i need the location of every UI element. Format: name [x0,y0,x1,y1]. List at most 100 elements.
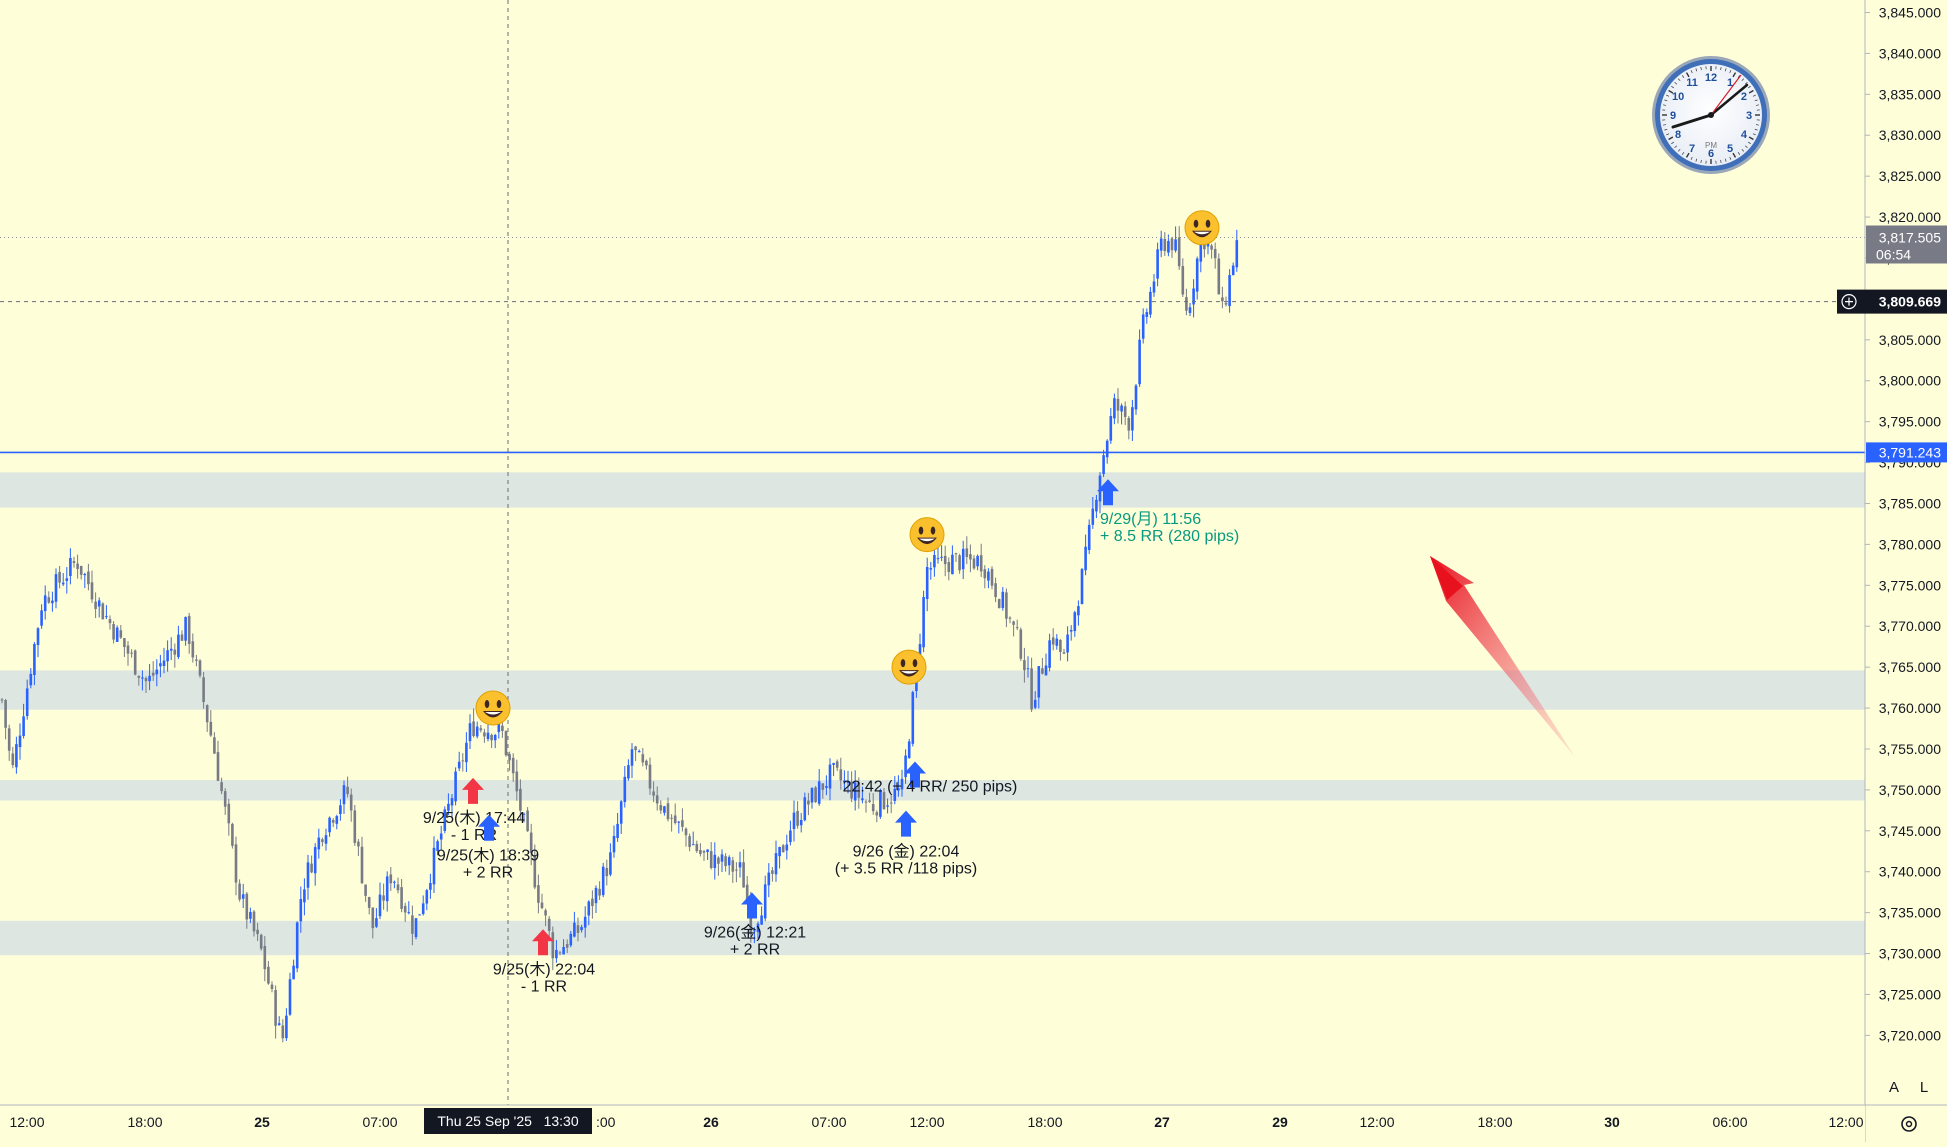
y-tick-label: 3,745.000 [1879,823,1941,839]
candle-body [379,895,382,917]
candle-body [465,743,468,762]
candle-body [213,737,216,753]
candle-body [141,677,144,678]
candle-body [1052,637,1055,644]
candle-body [274,990,277,1026]
log-scale-button[interactable]: L [1920,1079,1928,1096]
candle-body [195,659,198,660]
x-tick-label: 07:00 [811,1114,846,1130]
grinning-face-icon[interactable] [892,650,926,684]
auto-scale-button[interactable]: A [1889,1079,1899,1096]
y-tick-label: 3,725.000 [1879,986,1941,1002]
candle-body [1124,406,1127,417]
candle-body [1059,640,1062,652]
candle-body [656,795,659,803]
last-price-text: 3,817.505 [1879,229,1941,245]
candle-body [1066,635,1069,653]
candle-body [22,716,25,736]
candle-body [940,557,943,558]
candle-body [368,897,371,908]
candle-body [1092,509,1095,525]
clock-numeral: 7 [1689,143,1695,155]
candle-body [483,732,486,736]
candle-body [15,744,18,767]
candle-body [289,979,292,1014]
candle-body [429,883,432,890]
grinning-face-icon[interactable] [1185,211,1219,245]
candle-body [364,885,367,896]
candle-body [102,603,105,619]
candle-body [555,950,558,958]
candle-body [876,812,879,815]
candle-body [1214,249,1217,258]
candle-body [735,870,738,871]
candle-body [832,763,835,765]
candle-body [127,645,130,653]
candle-body [688,836,691,847]
candle-body [73,561,76,563]
candle-body [519,789,522,811]
candle-body [822,783,825,790]
candle-body [30,674,33,685]
candle-body [872,804,875,811]
candle-body [548,919,551,931]
grinning-face-icon[interactable] [476,691,510,725]
candle-body [742,862,745,887]
candle-body [969,554,972,559]
candle-body [1020,629,1023,658]
candle-body [62,583,65,585]
candle-body [1189,307,1192,313]
clock-numeral: 9 [1670,110,1676,122]
candle-body [487,733,490,739]
candle-body [796,811,799,826]
candle-body [328,818,331,833]
candle-body [336,816,339,824]
candle-body [1041,668,1044,673]
candle-body [33,644,36,675]
candle-body [19,736,22,747]
y-tick-label: 3,785.000 [1879,495,1941,511]
candle-body [1225,303,1228,304]
candle-body [148,676,151,681]
y-tick-label: 3,840.000 [1879,45,1941,61]
candle-body [278,1023,281,1025]
candle-body [267,967,270,984]
candle-body [220,782,223,791]
candle-body [649,765,652,789]
candle-body [660,805,663,810]
candle-body [350,795,353,811]
y-tick-label: 3,740.000 [1879,864,1941,880]
candle-body [631,749,634,765]
grinning-face-icon[interactable] [910,518,944,552]
candle-body [890,803,893,804]
candle-body [1138,340,1141,385]
candle-body [228,804,231,824]
x-tick-label: 29 [1272,1114,1288,1130]
clock-numeral: 4 [1741,129,1748,141]
candle-body [1149,292,1152,315]
x-tick-label: 12:00 [909,1114,944,1130]
x-tick-label: 26 [703,1114,719,1130]
candle-body [552,932,555,958]
candle-body [1128,418,1131,431]
candle-body [343,785,346,804]
candle-body [8,728,11,750]
candle-body [674,815,677,823]
candle-body [375,918,378,927]
candle-body [451,798,454,805]
candle-body [231,824,234,846]
candle-body [253,912,256,932]
candle-body [984,569,987,578]
candle-body [66,578,69,581]
candle-body [588,901,591,915]
y-tick-label: 3,770.000 [1879,618,1941,634]
candle-body [627,765,630,778]
clock-numeral: 8 [1675,129,1681,141]
candle-body [217,752,220,781]
clock-numeral: 11 [1686,77,1698,89]
candle-body [1002,592,1005,608]
